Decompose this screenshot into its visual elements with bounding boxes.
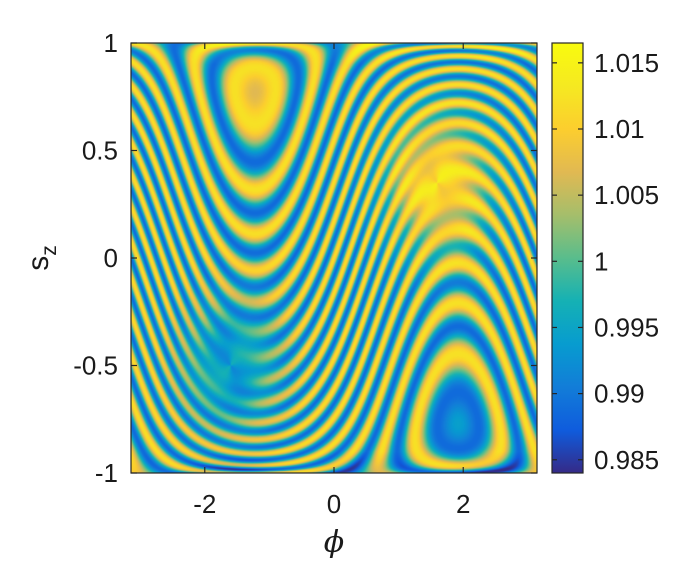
y-tick-label: 1: [104, 28, 118, 58]
colorbar-frame: [551, 42, 584, 474]
x-axis-label: ϕ: [324, 525, 344, 560]
colorbar-tick-label: 0.995: [594, 312, 659, 342]
heatmap-image: [131, 43, 537, 473]
colorbar-tick-label: 1.005: [594, 180, 659, 210]
y-axis-label-main: s: [22, 256, 55, 271]
colorbar-tick-label: 1: [594, 246, 608, 276]
colorbar-tick-label: 0.985: [594, 445, 659, 475]
x-tick-label: 0: [327, 489, 341, 519]
y-tick-label: 0.5: [82, 136, 118, 166]
y-axis-label: sz: [22, 245, 61, 271]
colorbar-tick-label: 0.99: [594, 379, 645, 409]
colorbar-ticks: 0.985 0.99 0.995 1 1.005 1.01 1.015: [552, 48, 659, 475]
colorbar-tick-label: 1.01: [594, 114, 645, 144]
x-axis-ticks: -2 0 2: [193, 43, 470, 519]
y-tick-label: 0: [104, 243, 118, 273]
colorbar: [552, 43, 583, 473]
y-axis-label-subscript: z: [38, 245, 61, 256]
x-tick-label: -2: [193, 489, 216, 519]
x-tick-label: 2: [456, 489, 470, 519]
y-axis-ticks: -1 -0.5 0 0.5 1: [73, 28, 537, 488]
y-tick-label: -1: [95, 458, 118, 488]
colorbar-tick-label: 1.015: [594, 48, 659, 78]
y-tick-label: -0.5: [73, 351, 118, 381]
y-axis-label-group: sz: [22, 245, 61, 271]
